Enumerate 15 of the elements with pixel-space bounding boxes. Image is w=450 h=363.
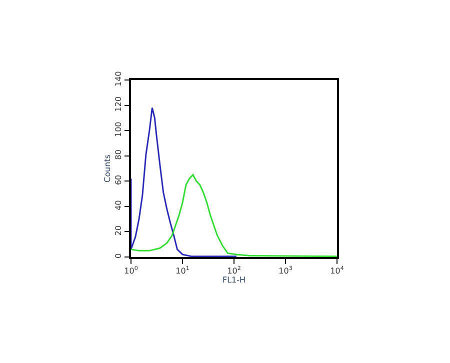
y-tick-label: 20 [114, 225, 124, 236]
x-axis-title: FL1-H [222, 275, 246, 284]
x-tick-label: 10$^{3}$ [278, 264, 293, 276]
y-tick-label: 120 [114, 96, 124, 112]
x-tick-label: 10$^{0}$ [124, 264, 138, 276]
y-tick-label: 100 [114, 122, 124, 138]
y-tick-label: 140 [114, 71, 124, 86]
x-tick-label: 10$^{4}$ [330, 264, 344, 276]
y-axis-title: Counts [103, 154, 112, 182]
y-tick-label: 80 [114, 150, 124, 160]
x-tick-label: 10$^{2}$ [227, 264, 241, 276]
y-tick-label: 60 [114, 174, 124, 186]
x-tick-label: 10$^{1}$ [176, 264, 190, 276]
y-tick-label: 0 [114, 253, 124, 258]
y-tick-label: 40 [114, 200, 124, 210]
